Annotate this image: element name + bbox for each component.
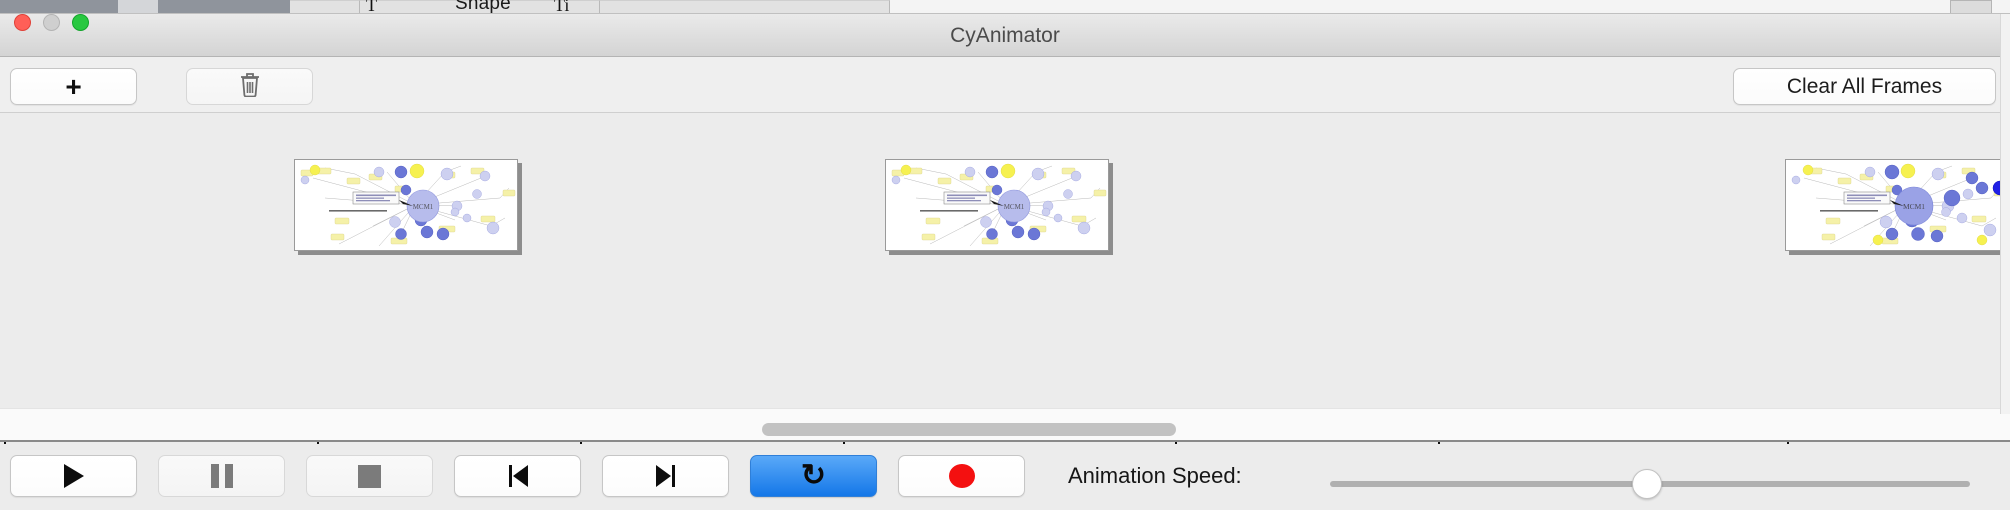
close-button[interactable] (14, 14, 31, 31)
background-window-strip: T Ti Shape (0, 0, 2010, 14)
keyframe-thumbnail-1[interactable]: MCM1 (294, 159, 518, 251)
play-icon (63, 464, 84, 488)
title-bar: CyAnimator (0, 14, 2010, 57)
timeline-panel[interactable]: MCM1 (0, 113, 2010, 510)
playback-bar: ↻ Animation Speed: (0, 444, 2010, 510)
add-frame-button[interactable]: + (10, 68, 137, 105)
clear-all-frames-button[interactable]: Clear All Frames (1733, 68, 1996, 105)
background-glyph-1: T (366, 0, 377, 14)
skip-to-start-button[interactable] (454, 455, 581, 497)
keyframe-thumbnail-2[interactable]: MCM1 (885, 159, 1109, 251)
skip-to-end-button[interactable] (602, 455, 729, 497)
network-graph-thumbnail: MCM1 (1786, 160, 2008, 250)
record-icon (948, 464, 975, 488)
network-graph-thumbnail: MCM1 (295, 160, 517, 250)
svg-text:MCM1: MCM1 (1903, 202, 1925, 211)
background-tab-2 (360, 0, 600, 14)
svg-text:MCM1: MCM1 (1004, 203, 1025, 211)
window-title: CyAnimator (950, 24, 1060, 47)
skip-forward-icon (654, 464, 678, 488)
background-scroll-corner (1950, 0, 1992, 13)
stop-icon (358, 464, 381, 488)
minimize-button[interactable] (43, 14, 60, 31)
network-graph-thumbnail: MCM1 (886, 160, 1108, 250)
animation-speed-slider-thumb[interactable] (1632, 469, 1662, 499)
pause-button[interactable] (158, 455, 285, 497)
record-button[interactable] (898, 455, 1025, 497)
svg-text:MCM1: MCM1 (413, 203, 434, 211)
play-button[interactable] (10, 455, 137, 497)
skip-back-icon (506, 464, 530, 488)
background-tab-3 (600, 0, 890, 14)
stop-button[interactable] (306, 455, 433, 497)
animation-speed-label: Animation Speed: (1068, 463, 1242, 488)
background-toolbar-light (118, 0, 158, 13)
background-divider (0, 13, 2010, 14)
loop-icon: ↻ (800, 459, 827, 492)
keyframe-thumbnail-3[interactable]: MCM1 (1785, 159, 2009, 251)
frame-toolbar: + Clear All Frames (0, 57, 2010, 113)
background-shape-label: Shape (455, 0, 511, 14)
trash-icon (239, 71, 261, 102)
clear-all-frames-label: Clear All Frames (1786, 74, 1943, 98)
plus-icon: + (65, 70, 82, 102)
loop-button[interactable]: ↻ (750, 455, 877, 497)
timeline-scrollbar-thumb[interactable] (762, 423, 1176, 436)
right-edge-scrollbar[interactable] (2000, 14, 2010, 414)
traffic-light-group (14, 14, 89, 31)
pause-icon (210, 464, 233, 488)
delete-frame-button[interactable] (186, 68, 313, 105)
background-glyph-2: Ti (554, 0, 570, 14)
maximize-button[interactable] (72, 14, 89, 31)
background-tab-1 (290, 0, 360, 14)
